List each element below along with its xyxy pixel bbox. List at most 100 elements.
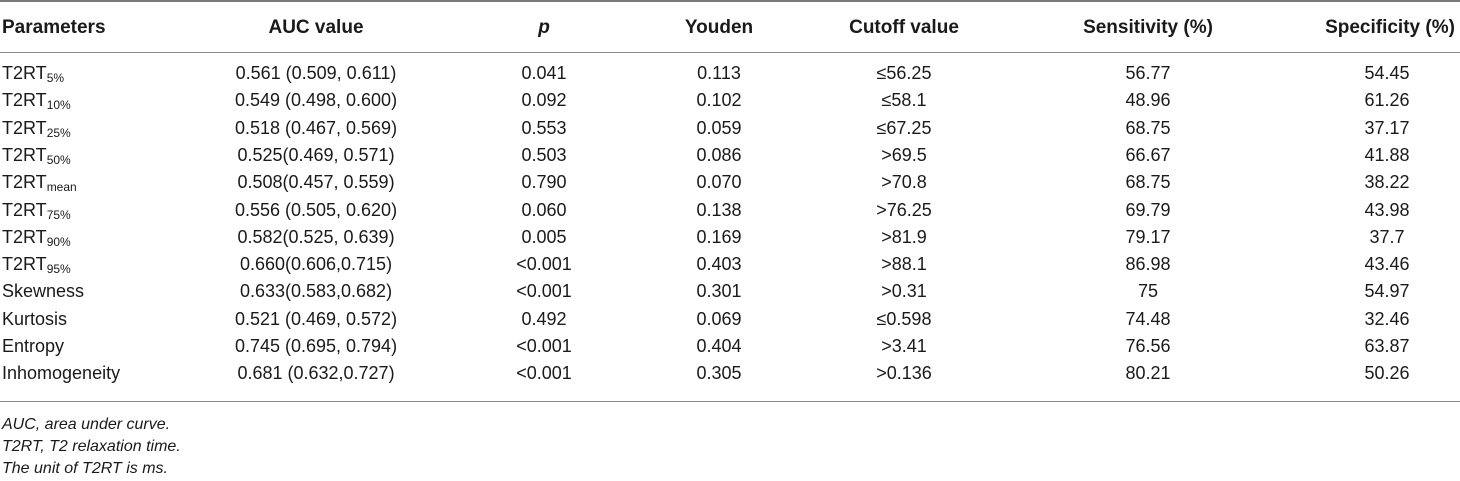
cell-cutoff-value: >3.41	[881, 336, 927, 356]
cell-auc-value: 0.660(0.606,0.715)	[239, 254, 393, 275]
cell-auc-value: 0.633(0.583,0.682)	[239, 281, 393, 302]
cell-youden: 0.070	[696, 172, 742, 193]
cell-youden: 0.069	[696, 308, 742, 329]
cell-specificity: 61.26	[1364, 90, 1410, 111]
cell-auc-value: 0.518 (0.467, 0.569)	[234, 117, 398, 138]
parameter-name: Kurtosis	[2, 308, 68, 329]
cell-cutoff-value: >69.5	[881, 144, 927, 165]
cell-p: 0.503	[521, 144, 567, 165]
cell-sensitivity: 86.98	[1125, 254, 1171, 275]
parameter-subscript: 90%	[46, 234, 71, 249]
footnote: AUC, area under curve.	[2, 416, 171, 433]
cell-parameter: T2RT5%	[2, 61, 64, 85]
cell-youden: 0.301	[696, 281, 742, 302]
cell-p: 0.553	[521, 117, 567, 138]
cell-auc-value: 0.521 (0.469, 0.572)	[234, 308, 398, 329]
cell-sensitivity: 75	[1137, 281, 1159, 302]
cell-youden: 0.138	[696, 199, 742, 220]
table-row: Entropy 0.745 (0.695, 0.794) <0.001 0.404 >3…	[0, 334, 1460, 358]
cell-sensitivity: 56.77	[1125, 63, 1171, 83]
cell-cutoff-value: >0.31	[881, 281, 927, 302]
cell-specificity: 54.45	[1364, 63, 1410, 83]
cell-sensitivity: 80.21	[1125, 363, 1171, 384]
table-row: Skewness 0.633(0.583,0.682) <0.001 0.301 >0.…	[0, 279, 1460, 303]
cell-auc-value: 0.561 (0.509, 0.611)	[235, 63, 397, 83]
table-row: T2RT50% 0.525(0.469, 0.571) 0.503 0.086 >69.…	[0, 143, 1460, 167]
cell-auc-value: 0.681 (0.632,0.727)	[237, 363, 395, 384]
footnote: T2RT, T2 relaxation time.	[2, 438, 181, 455]
table-footnotes: AUC, area under curve. T2RT, T2 relaxati…	[2, 414, 181, 480]
cell-youden: 0.113	[697, 63, 741, 83]
cell-cutoff-value: ≤0.598	[876, 308, 932, 329]
parameter-subscript: 10%	[46, 98, 71, 113]
table-row: T2RT75% 0.556 (0.505, 0.620) 0.060 0.138 >76…	[0, 198, 1460, 222]
header-cutoff-value: Cutoff value	[849, 17, 959, 38]
cell-p: 0.005	[521, 226, 567, 247]
table-row: T2RT95% 0.660(0.606,0.715) <0.001 0.403 >88.…	[0, 252, 1460, 276]
cell-parameter: T2RT50%	[2, 143, 71, 167]
table-bottom-rule	[0, 401, 1460, 402]
cell-youden: 0.059	[696, 117, 742, 138]
cell-cutoff-value: >76.25	[876, 199, 932, 220]
cell-parameter: Entropy	[2, 334, 64, 358]
cell-sensitivity: 69.79	[1125, 199, 1171, 220]
cell-specificity: 37.7	[1369, 226, 1405, 247]
parameter-subscript: 50%	[46, 152, 71, 167]
cell-specificity: 50.26	[1364, 363, 1410, 384]
parameter-name: T2RT	[2, 117, 47, 138]
parameter-subscript: 95%	[46, 262, 71, 277]
cell-p: <0.001	[516, 336, 572, 356]
cell-specificity: 38.22	[1364, 172, 1410, 193]
footnote: The unit of T2RT is ms.	[2, 460, 168, 477]
header-youden: Youden	[684, 17, 754, 38]
cell-youden: 0.102	[696, 90, 742, 111]
cell-sensitivity: 48.96	[1125, 90, 1171, 111]
cell-sensitivity: 76.56	[1125, 336, 1171, 356]
parameter-subscript: 75%	[46, 207, 71, 222]
header-p: p	[538, 17, 550, 38]
cell-p: 0.790	[521, 172, 567, 193]
table-row: T2RT5% 0.561 (0.509, 0.611) 0.041 0.113 ≤56.…	[0, 61, 1460, 85]
cell-p: <0.001	[516, 363, 572, 384]
parameter-name: T2RT	[2, 144, 47, 165]
header-parameters: Parameters	[2, 17, 106, 38]
cell-sensitivity: 68.75	[1125, 117, 1171, 138]
cell-sensitivity: 79.17	[1125, 226, 1171, 247]
cell-parameter: T2RT95%	[2, 252, 71, 276]
cell-specificity: 37.17	[1364, 117, 1410, 138]
parameter-name: T2RT	[2, 90, 47, 111]
table-row: Inhomogeneity 0.681 (0.632,0.727) <0.001 0.…	[0, 361, 1460, 385]
cell-parameter: Skewness	[2, 279, 84, 303]
parameter-name: T2RT	[2, 199, 47, 220]
cell-specificity: 54.97	[1364, 281, 1410, 302]
cell-sensitivity: 68.75	[1125, 172, 1171, 193]
table-row: T2RTmean 0.508(0.457, 0.559) 0.790 0.070 >70…	[0, 170, 1460, 194]
cell-parameter: Inhomogeneity	[2, 361, 120, 385]
cell-youden: 0.403	[696, 254, 742, 275]
cell-p: 0.092	[521, 90, 567, 111]
parameter-subscript: 25%	[46, 125, 71, 140]
parameter-name: Skewness	[2, 281, 85, 302]
table-row: T2RT10% 0.549 (0.498, 0.600) 0.092 0.102 ≤58…	[0, 88, 1460, 112]
parameter-name: Entropy	[2, 336, 65, 356]
table-top-rule	[0, 0, 1460, 2]
cell-parameter: T2RTmean	[2, 170, 77, 194]
cell-parameter: T2RT10%	[2, 88, 71, 112]
cell-auc-value: 0.525(0.469, 0.571)	[237, 144, 395, 165]
parameter-name: T2RT	[2, 254, 47, 275]
cell-specificity: 41.88	[1364, 144, 1410, 165]
cell-p: 0.060	[521, 199, 567, 220]
cell-cutoff-value: ≤56.25	[876, 63, 932, 83]
cell-sensitivity: 66.67	[1125, 144, 1171, 165]
cell-cutoff-value: >70.8	[881, 172, 927, 193]
parameter-subscript: 5%	[46, 71, 65, 85]
cell-specificity: 32.46	[1364, 308, 1410, 329]
cell-parameter: T2RT75%	[2, 198, 71, 222]
header-auc-value: AUC value	[268, 17, 364, 38]
parameter-name: T2RT	[2, 226, 47, 247]
cell-cutoff-value: >81.9	[881, 226, 927, 247]
cell-auc-value: 0.549 (0.498, 0.600)	[234, 90, 398, 111]
cell-auc-value: 0.745 (0.695, 0.794)	[234, 336, 398, 356]
cell-cutoff-value: ≤67.25	[876, 117, 932, 138]
